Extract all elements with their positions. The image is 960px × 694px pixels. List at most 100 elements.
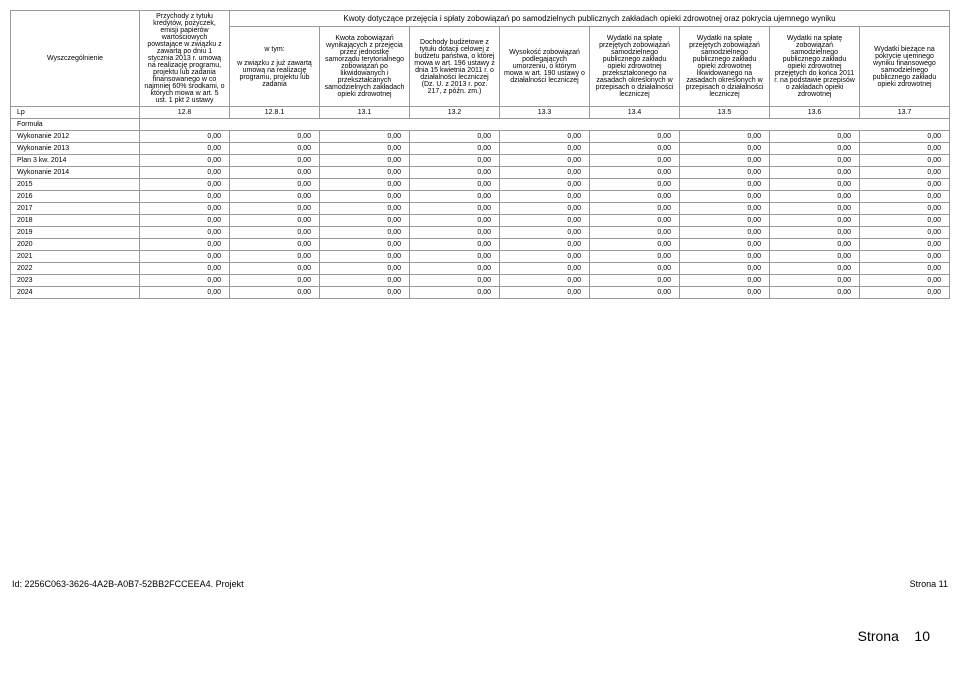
cell-value: 0,00 [140, 155, 230, 167]
row-label: 2017 [11, 203, 140, 215]
cell-value: 0,00 [860, 203, 950, 215]
cell-value: 0,00 [140, 179, 230, 191]
cell-value: 0,00 [770, 215, 860, 227]
cell-value: 0,00 [320, 239, 410, 251]
cell-value: 0,00 [230, 239, 320, 251]
cell-value: 0,00 [230, 179, 320, 191]
col-8: Wydatki na spłatę zobowiązań samodzielne… [770, 27, 860, 107]
lp-3: 13.1 [320, 107, 410, 119]
cell-value: 0,00 [140, 143, 230, 155]
cell-value: 0,00 [860, 287, 950, 299]
formula-row: Formuła [11, 119, 950, 131]
footer-left: Id: 2256C063-3626-4A2B-A0B7-52BB2FCCEEA4… [12, 579, 244, 589]
cell-value: 0,00 [590, 191, 680, 203]
row-label: Wykonanie 2014 [11, 167, 140, 179]
cell-value: 0,00 [500, 179, 590, 191]
cell-value: 0,00 [860, 167, 950, 179]
formula-span [140, 119, 950, 131]
cell-value: 0,00 [140, 167, 230, 179]
cell-value: 0,00 [500, 275, 590, 287]
table-row: 20170,000,000,000,000,000,000,000,000,00 [11, 203, 950, 215]
cell-value: 0,00 [770, 275, 860, 287]
cell-value: 0,00 [590, 179, 680, 191]
lp-7: 13.5 [680, 107, 770, 119]
cell-value: 0,00 [770, 179, 860, 191]
table-row: 20190,000,000,000,000,000,000,000,000,00 [11, 227, 950, 239]
cell-value: 0,00 [410, 155, 500, 167]
page-footer: Id: 2256C063-3626-4A2B-A0B7-52BB2FCCEEA4… [10, 579, 950, 589]
cell-value: 0,00 [320, 167, 410, 179]
table-body: Wykonanie 20120,000,000,000,000,000,000,… [11, 131, 950, 299]
lp-label: Lp [11, 107, 140, 119]
cell-value: 0,00 [680, 191, 770, 203]
cell-value: 0,00 [320, 251, 410, 263]
table-row: 20230,000,000,000,000,000,000,000,000,00 [11, 275, 950, 287]
cell-value: 0,00 [320, 275, 410, 287]
cell-value: 0,00 [140, 275, 230, 287]
cell-value: 0,00 [590, 275, 680, 287]
cell-value: 0,00 [770, 227, 860, 239]
cell-value: 0,00 [860, 131, 950, 143]
cell-value: 0,00 [140, 251, 230, 263]
cell-value: 0,00 [680, 215, 770, 227]
cell-value: 0,00 [230, 275, 320, 287]
cell-value: 0,00 [410, 131, 500, 143]
cell-value: 0,00 [770, 251, 860, 263]
cell-value: 0,00 [320, 227, 410, 239]
cell-value: 0,00 [320, 143, 410, 155]
lp-row: Lp 12.8 12.8.1 13.1 13.2 13.3 13.4 13.5 … [11, 107, 950, 119]
cell-value: 0,00 [500, 239, 590, 251]
cell-value: 0,00 [230, 131, 320, 143]
cell-value: 0,00 [590, 167, 680, 179]
table-row: Plan 3 kw. 20140,000,000,000,000,000,000… [11, 155, 950, 167]
cell-value: 0,00 [410, 203, 500, 215]
cell-value: 0,00 [230, 155, 320, 167]
cell-value: 0,00 [140, 287, 230, 299]
cell-value: 0,00 [140, 191, 230, 203]
row-label: 2024 [11, 287, 140, 299]
lp-9: 13.7 [860, 107, 950, 119]
lp-6: 13.4 [590, 107, 680, 119]
cell-value: 0,00 [320, 155, 410, 167]
cell-value: 0,00 [230, 287, 320, 299]
cell-value: 0,00 [140, 227, 230, 239]
cell-value: 0,00 [860, 239, 950, 251]
cell-value: 0,00 [590, 287, 680, 299]
cell-value: 0,00 [680, 239, 770, 251]
col-3: Kwota zobowiązań wynikających z przejęci… [320, 27, 410, 107]
cell-value: 0,00 [230, 263, 320, 275]
cell-value: 0,00 [860, 155, 950, 167]
cell-value: 0,00 [860, 215, 950, 227]
row-label: Wykonanie 2012 [11, 131, 140, 143]
cell-value: 0,00 [860, 251, 950, 263]
financial-table: Wyszczególnienie Przychody z tytułu kred… [10, 10, 950, 299]
cell-value: 0,00 [860, 191, 950, 203]
cell-value: 0,00 [500, 215, 590, 227]
cell-value: 0,00 [500, 227, 590, 239]
cell-value: 0,00 [230, 167, 320, 179]
cell-value: 0,00 [500, 131, 590, 143]
cell-value: 0,00 [680, 179, 770, 191]
row-label: Plan 3 kw. 2014 [11, 155, 140, 167]
cell-value: 0,00 [770, 239, 860, 251]
table-row: 20220,000,000,000,000,000,000,000,000,00 [11, 263, 950, 275]
col-6: Wydatki na spłatę przejętych zobowiązań … [590, 27, 680, 107]
table-row: 20240,000,000,000,000,000,000,000,000,00 [11, 287, 950, 299]
row-label: 2021 [11, 251, 140, 263]
cell-value: 0,00 [590, 131, 680, 143]
table-row: Wykonanie 20120,000,000,000,000,000,000,… [11, 131, 950, 143]
cell-value: 0,00 [860, 227, 950, 239]
row-label: 2020 [11, 239, 140, 251]
col-wyszcz: Wyszczególnienie [11, 11, 140, 107]
cell-value: 0,00 [410, 263, 500, 275]
lp-5: 13.3 [500, 107, 590, 119]
row-label: 2016 [11, 191, 140, 203]
cell-value: 0,00 [410, 167, 500, 179]
cell-value: 0,00 [230, 203, 320, 215]
cell-value: 0,00 [320, 215, 410, 227]
page-number: Strona 10 [858, 628, 930, 644]
cell-value: 0,00 [680, 131, 770, 143]
footer-right: Strona 11 [910, 579, 948, 589]
cell-value: 0,00 [770, 167, 860, 179]
table-row: 20150,000,000,000,000,000,000,000,000,00 [11, 179, 950, 191]
